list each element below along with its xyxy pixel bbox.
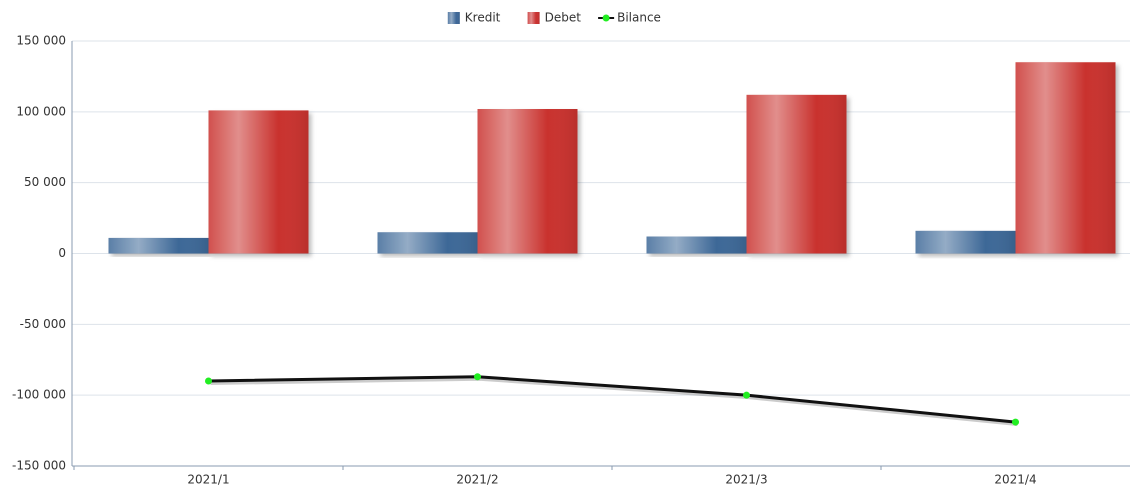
- legend-label: Bilance: [617, 11, 661, 25]
- bar-shine: [208, 110, 309, 254]
- x-tick-label: 2021/3: [725, 473, 767, 487]
- line: [208, 375, 1016, 424]
- y-tick-label: 0: [58, 246, 66, 260]
- y-tick-label: 150 000: [16, 34, 66, 48]
- legend-swatch-shine: [527, 12, 540, 24]
- x-tick-label: 2021/4: [994, 473, 1036, 487]
- legend-marker: [602, 14, 610, 22]
- bar-shine: [646, 236, 747, 254]
- legend-swatch-shine: [447, 12, 460, 24]
- legend-label: Debet: [545, 11, 582, 25]
- y-tick-label: 100 000: [16, 104, 66, 118]
- y-tick-label: 50 000: [24, 175, 66, 189]
- bar-shine: [1015, 62, 1116, 254]
- bar-shine: [746, 94, 847, 254]
- y-tick-label: -100 000: [12, 388, 66, 402]
- bar-shine: [377, 232, 478, 254]
- point: [743, 391, 750, 399]
- bar-shine: [915, 230, 1016, 254]
- y-tick-label: -150 000: [12, 459, 66, 473]
- x-tick-label: 2021/2: [456, 473, 498, 487]
- point: [474, 373, 481, 381]
- bar-shine: [477, 109, 578, 254]
- y-tick-label: -50 000: [20, 317, 66, 331]
- point: [1012, 418, 1019, 426]
- x-tick-label: 2021/1: [187, 473, 229, 487]
- point: [205, 377, 212, 385]
- line-shadow: [210, 376, 1018, 427]
- bar-shine: [108, 237, 209, 254]
- legend-label: Kredit: [465, 11, 501, 25]
